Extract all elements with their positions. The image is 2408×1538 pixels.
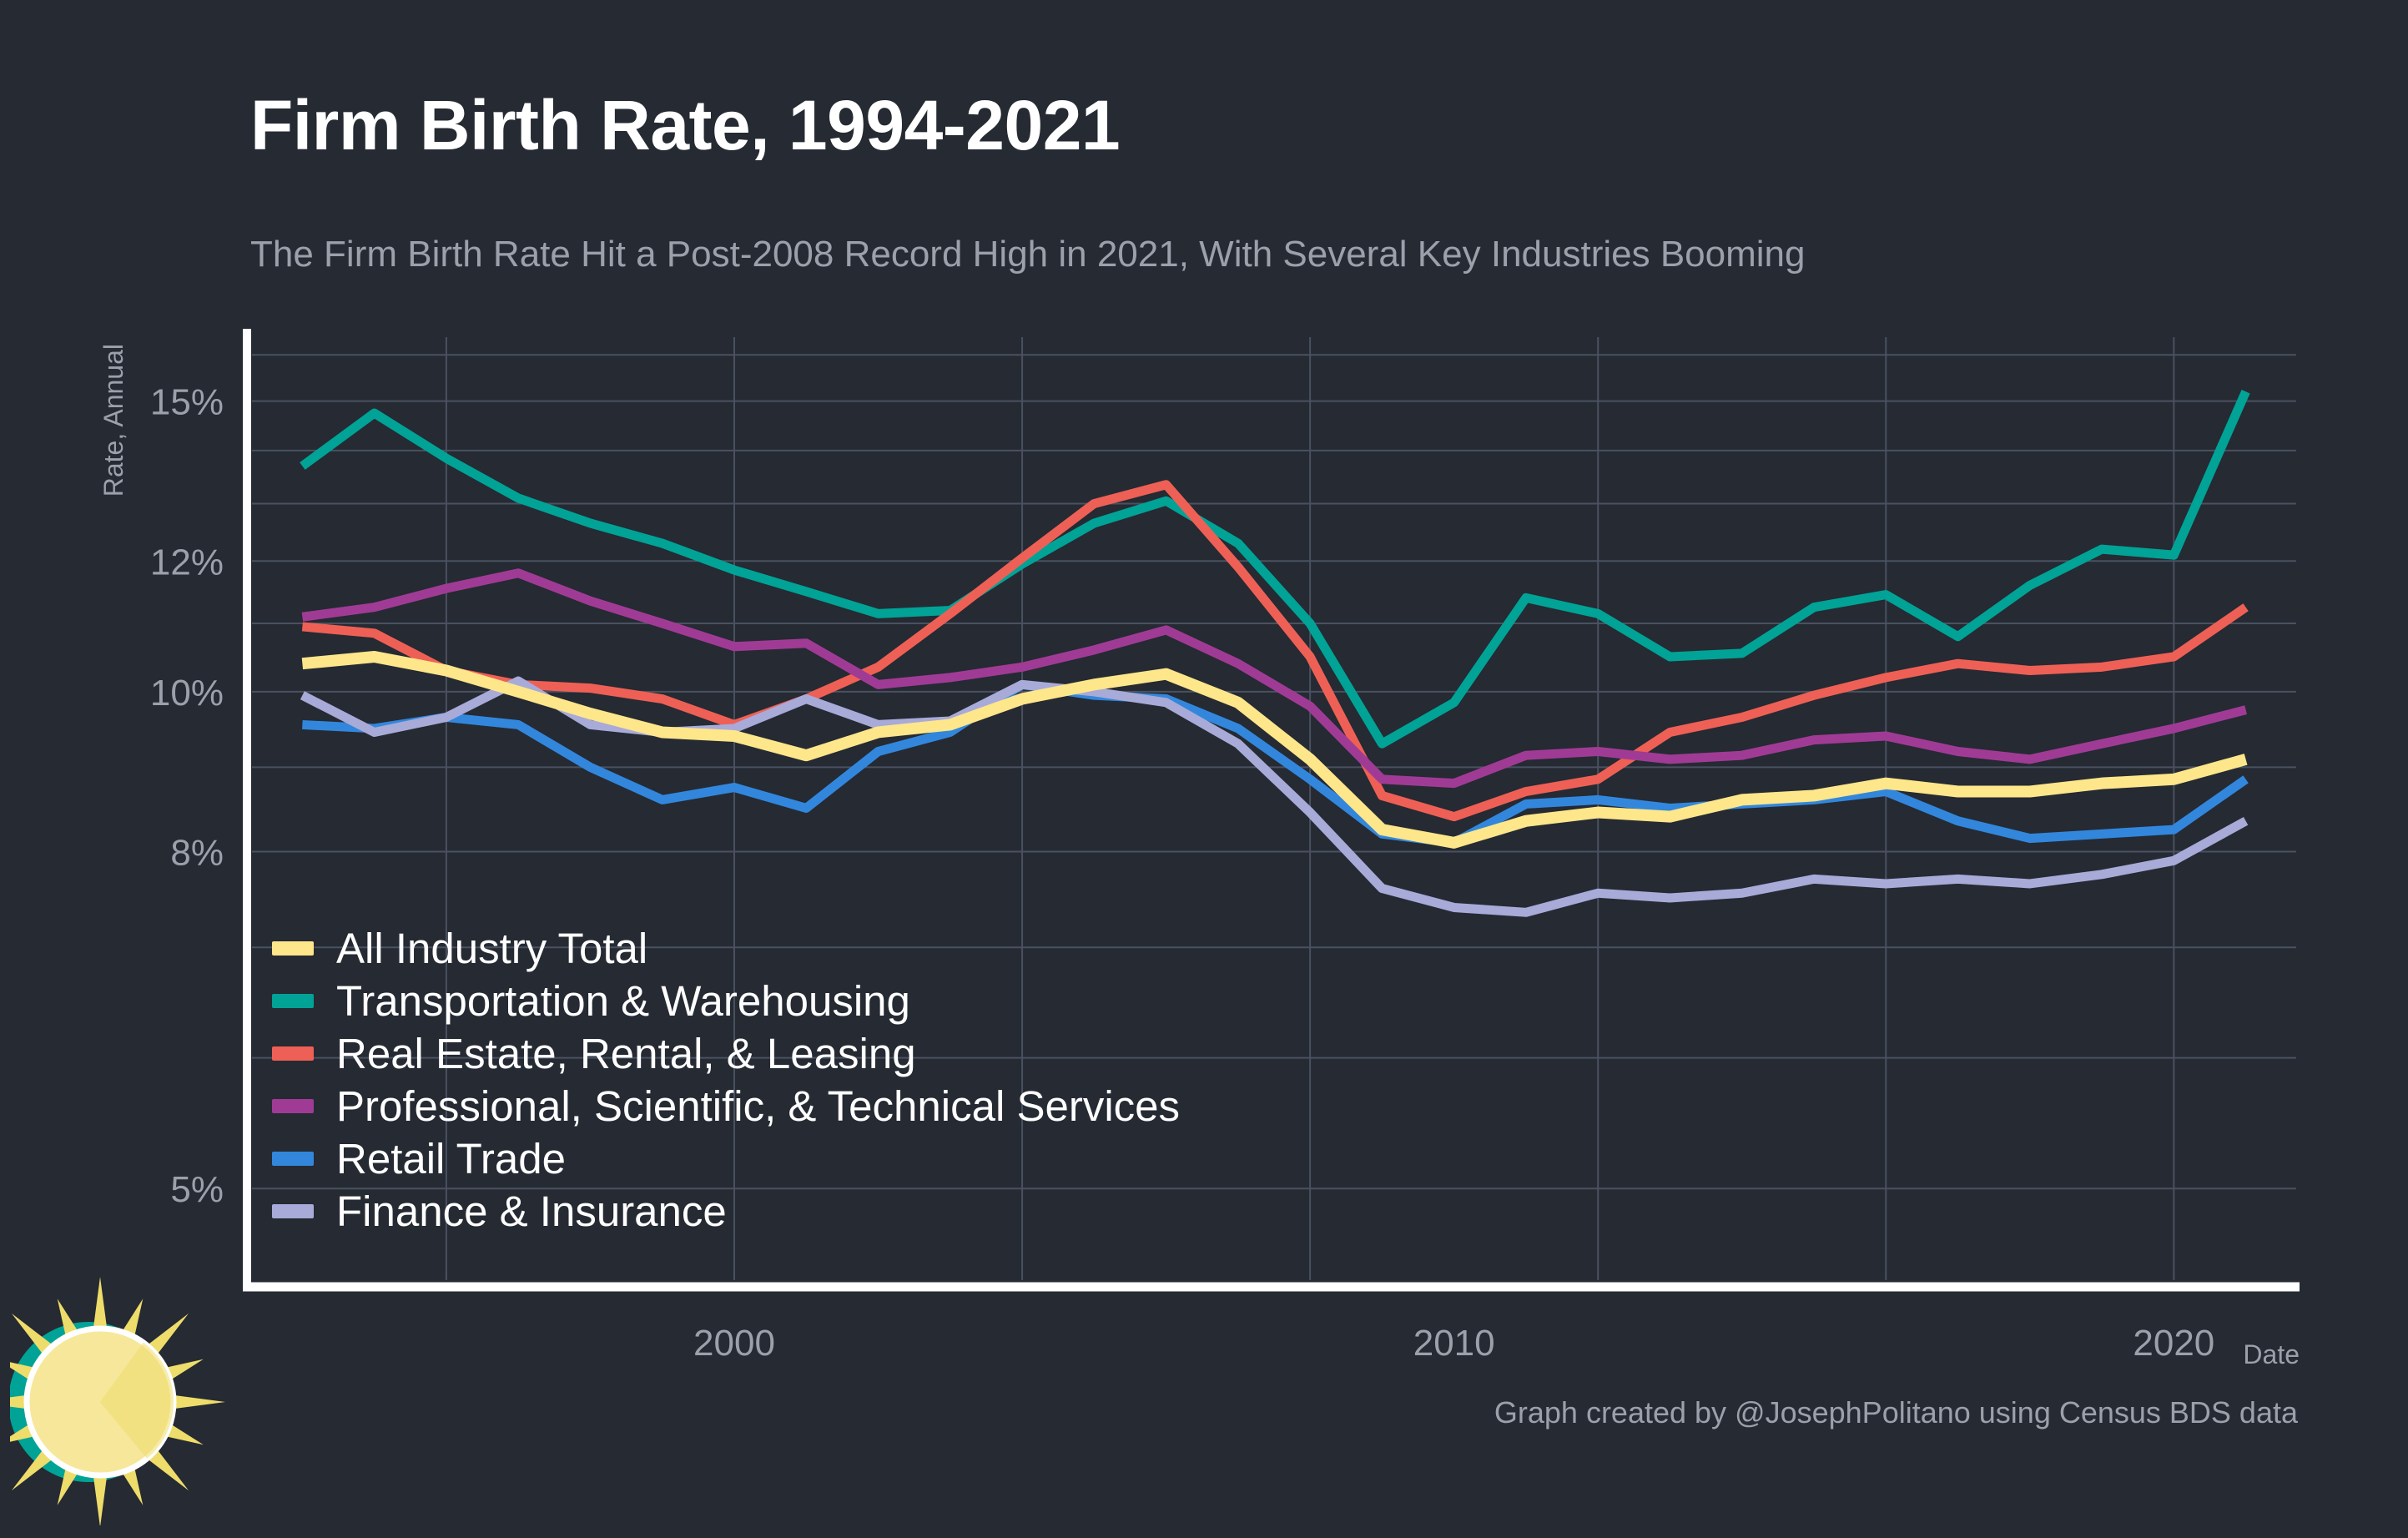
legend-item[interactable]: Finance & Insurance <box>272 1185 1180 1238</box>
logo-ray <box>161 1359 204 1383</box>
x-tick-label: 2020 <box>2133 1323 2214 1364</box>
logo-ray <box>119 1298 144 1341</box>
logo-ray <box>11 1445 57 1491</box>
x-tick-label: 2010 <box>1413 1323 1495 1364</box>
logo-ray <box>57 1463 81 1505</box>
chart-legend: All Industry Total Transportation & Wareh… <box>272 922 1180 1238</box>
y-tick-label: 8% <box>170 833 224 874</box>
series-line <box>301 650 2248 849</box>
logo-ray <box>144 1313 189 1359</box>
logo-ray <box>144 1445 189 1491</box>
y-tick-label: 5% <box>170 1169 224 1210</box>
legend-item-label: All Industry Total <box>336 925 648 972</box>
logo-ray <box>57 1298 81 1341</box>
logo-ray <box>169 1394 225 1409</box>
legend-item[interactable]: Real Estate, Rental, & Leasing <box>272 1027 1180 1080</box>
logo-ray <box>161 1421 204 1445</box>
legend-item-label: Retail Trade <box>336 1135 566 1182</box>
legend-item-label: Professional, Scientific, & Technical Se… <box>336 1082 1181 1130</box>
axis-lines <box>243 329 2300 1292</box>
chart-credit: Graph created by @JosephPolitano using C… <box>1494 1395 2298 1430</box>
logo-wedge <box>100 1342 174 1459</box>
series-line <box>302 679 2249 848</box>
page-title: Firm Birth Rate, 1994-2021 <box>250 86 1121 164</box>
y-tick-label: 12% <box>150 542 224 582</box>
legend-color-swatch <box>272 941 314 956</box>
legend-color-swatch <box>272 1152 314 1166</box>
legend-color-swatch <box>272 1099 314 1113</box>
legend-item-label: Finance & Insurance <box>336 1188 727 1235</box>
logo-ray <box>11 1313 57 1359</box>
series-group <box>300 390 2250 917</box>
x-tick-label: 2000 <box>693 1323 775 1364</box>
logo-ray <box>93 1277 108 1333</box>
gridlines <box>252 337 2296 1280</box>
y-axis-title-text: Rate, Annual <box>98 344 128 497</box>
logo-ray <box>93 1471 108 1525</box>
logo-ray <box>119 1463 144 1505</box>
series-line <box>301 568 2247 789</box>
x-tick-labels: 2000 2010 2020 <box>693 1323 2214 1364</box>
legend-item-label: Transportation & Warehousing <box>336 977 910 1025</box>
legend-item[interactable]: Retail Trade <box>272 1132 1180 1185</box>
sun-logo <box>10 1277 225 1525</box>
y-tick-labels: 5% 8% 10% 12% 15% <box>150 382 224 1211</box>
legend-color-swatch <box>272 994 314 1008</box>
series-line <box>300 390 2250 749</box>
legend-color-swatch <box>272 1046 314 1061</box>
legend-item[interactable]: Professional, Scientific, & Technical Se… <box>272 1080 1180 1132</box>
y-tick-label: 15% <box>150 382 224 423</box>
legend-item-label: Real Estate, Rental, & Leasing <box>336 1030 916 1077</box>
legend-item[interactable]: Transportation & Warehousing <box>272 975 1180 1027</box>
page-subtitle: The Firm Birth Rate Hit a Post-2008 Reco… <box>250 234 1806 275</box>
legend-item[interactable]: All Industry Total <box>272 922 1180 975</box>
legend-color-swatch <box>272 1204 314 1218</box>
y-axis-title: Rate, Annual <box>98 93 129 497</box>
x-axis-title: Date <box>2243 1339 2300 1369</box>
y-tick-label: 10% <box>150 673 224 714</box>
series-line <box>301 480 2249 822</box>
